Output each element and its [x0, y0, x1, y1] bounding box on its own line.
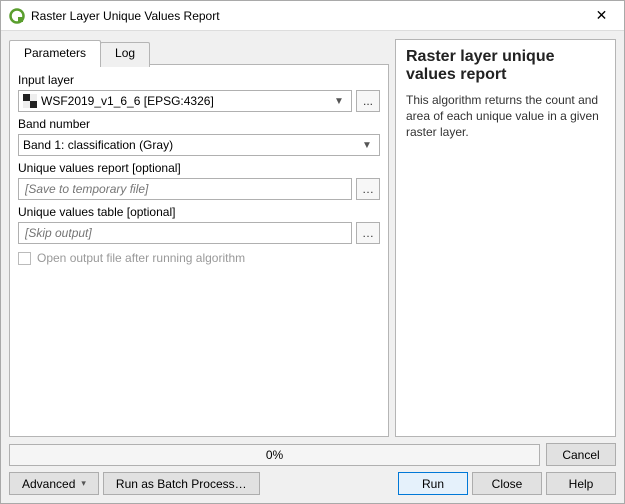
footer: 0% Cancel Advanced Run as Batch Process……: [1, 437, 624, 503]
chevron-down-icon: ▼: [331, 96, 347, 107]
help-panel: Raster layer unique values report This a…: [395, 39, 616, 437]
window-title: Raster Layer Unique Values Report: [31, 9, 579, 23]
left-column: Parameters Log Input layer WSF2019_v1_6_…: [9, 39, 389, 437]
open-after-checkbox[interactable]: [18, 252, 31, 265]
help-description: This algorithm returns the count and are…: [406, 92, 605, 141]
band-number-label: Band number: [18, 117, 380, 131]
window-close-button[interactable]: ✕: [579, 1, 624, 31]
dialog-body: Parameters Log Input layer WSF2019_v1_6_…: [1, 31, 624, 437]
titlebar: Raster Layer Unique Values Report ✕: [1, 1, 624, 31]
advanced-button[interactable]: Advanced: [9, 472, 99, 495]
raster-layer-icon: [23, 94, 37, 108]
table-output-label: Unique values table [optional]: [18, 205, 380, 219]
table-output-field[interactable]: [23, 225, 347, 241]
cancel-button[interactable]: Cancel: [546, 443, 616, 466]
input-layer-combo[interactable]: WSF2019_v1_6_6 [EPSG:4326] ▼: [18, 90, 352, 112]
report-output-browse-button[interactable]: …: [356, 178, 380, 200]
input-layer-browse-button[interactable]: ...: [356, 90, 380, 112]
tab-bar: Parameters Log: [9, 40, 389, 65]
progress-bar: 0%: [9, 444, 540, 466]
help-title: Raster layer unique values report: [406, 48, 605, 84]
batch-button[interactable]: Run as Batch Process…: [103, 472, 260, 495]
dialog-window: Raster Layer Unique Values Report ✕ Para…: [0, 0, 625, 504]
progress-text: 0%: [266, 448, 283, 462]
report-output-input[interactable]: [18, 178, 352, 200]
report-output-field[interactable]: [23, 181, 347, 197]
chevron-down-icon: ▼: [359, 140, 375, 151]
table-output-input[interactable]: [18, 222, 352, 244]
report-output-label: Unique values report [optional]: [18, 161, 380, 175]
open-after-row: Open output file after running algorithm: [18, 251, 380, 265]
run-button[interactable]: Run: [398, 472, 468, 495]
table-output-browse-button[interactable]: …: [356, 222, 380, 244]
input-layer-label: Input layer: [18, 73, 380, 87]
tab-log[interactable]: Log: [100, 42, 150, 67]
band-number-value: Band 1: classification (Gray): [23, 138, 359, 152]
close-button[interactable]: Close: [472, 472, 542, 495]
qgis-logo-icon: [9, 8, 25, 24]
open-after-label: Open output file after running algorithm: [37, 251, 245, 265]
parameters-panel: Input layer WSF2019_v1_6_6 [EPSG:4326] ▼…: [9, 64, 389, 437]
help-button[interactable]: Help: [546, 472, 616, 495]
input-layer-value: WSF2019_v1_6_6 [EPSG:4326]: [41, 94, 331, 108]
band-number-combo[interactable]: Band 1: classification (Gray) ▼: [18, 134, 380, 156]
tab-parameters[interactable]: Parameters: [9, 40, 101, 65]
